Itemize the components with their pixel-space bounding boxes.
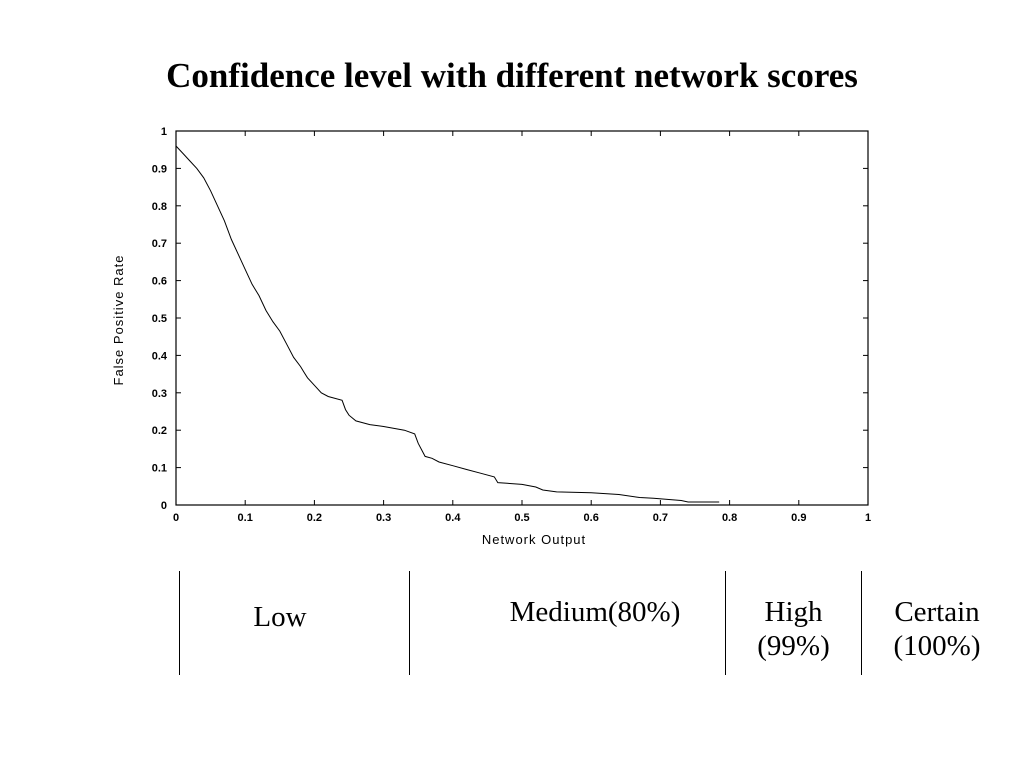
- band-divider: [409, 571, 410, 675]
- x-tick-label: 0.1: [238, 512, 253, 524]
- x-tick-label: 0.4: [445, 512, 461, 524]
- x-tick-label: 0.6: [584, 512, 599, 524]
- y-tick-label: 0.8: [152, 201, 167, 213]
- x-tick-label: 0.3: [376, 512, 391, 524]
- band-medium-line: Medium(80%): [509, 596, 681, 628]
- fpr-curve: [175, 145, 720, 503]
- y-tick-label: 1: [161, 126, 167, 138]
- band-certain-line: (100%): [893, 630, 981, 662]
- x-tick-label: 0.8: [722, 512, 737, 524]
- x-tick-label: 0.5: [514, 512, 529, 524]
- band-high: High (99%): [726, 595, 861, 663]
- band-divider: [179, 571, 180, 675]
- band-certain-line: Certain: [894, 596, 980, 628]
- band-divider: [861, 571, 862, 675]
- x-tick-label: 0.7: [653, 512, 668, 524]
- y-tick-label: 0.7: [152, 238, 167, 250]
- y-tick-label: 0.4: [152, 350, 168, 362]
- x-tick-label: 0.2: [307, 512, 322, 524]
- y-tick-label: 0.1: [152, 463, 167, 475]
- chart-svg: 0 0.1 0.2 0.3 0.4 0.5 0.6 0.7 0.8 0.9 1 0 0.1 0.2 0.3 0…: [111, 126, 871, 547]
- band-low-line: Low: [253, 601, 307, 633]
- band-divider: [725, 571, 726, 675]
- y-tick-label: 0.6: [152, 276, 167, 288]
- x-axis-label: Network Output: [482, 532, 586, 547]
- band-low: Low: [180, 600, 380, 634]
- y-tick-label: 0: [161, 500, 167, 512]
- band-high-line: (99%): [757, 630, 830, 662]
- y-tick-label: 0.2: [152, 425, 167, 437]
- y-axis-label: False Positive Rate: [111, 255, 126, 386]
- y-tick-label: 0.3: [152, 388, 167, 400]
- band-certain: Certain (100%): [862, 595, 1012, 663]
- x-tick-label: 0: [173, 512, 179, 524]
- y-tick-label: 0.5: [152, 313, 167, 325]
- y-tick-label: 0.9: [152, 163, 167, 175]
- band-high-line: High: [764, 596, 823, 628]
- x-tick-label: 0.9: [791, 512, 806, 524]
- plot-frame: [175, 130, 869, 506]
- chart-title: Confidence level with different network …: [166, 56, 858, 95]
- x-tick-label: 1: [865, 512, 871, 524]
- band-medium: Medium(80%): [470, 595, 720, 629]
